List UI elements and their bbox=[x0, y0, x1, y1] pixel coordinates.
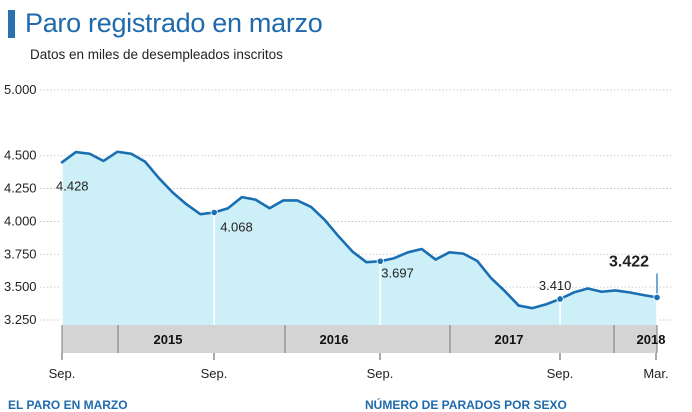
title-block: Paro registrado en marzo bbox=[8, 8, 323, 39]
data-point-marker bbox=[210, 208, 218, 217]
data-point-marker bbox=[556, 295, 564, 303]
y-tick-label: 3.750 bbox=[4, 246, 37, 261]
y-tick-label: 4.500 bbox=[4, 148, 37, 163]
x-tick-label: Sep. bbox=[49, 366, 76, 381]
year-label: 2018 bbox=[637, 332, 666, 347]
y-tick-label: 3.500 bbox=[4, 279, 37, 294]
series-area-fill bbox=[62, 151, 657, 353]
x-tick-label: Mar. bbox=[643, 366, 668, 381]
year-label: 2016 bbox=[320, 332, 349, 347]
y-tick-label: 5.000 bbox=[4, 82, 37, 97]
data-label: 4.068 bbox=[220, 219, 253, 234]
y-tick-label: 3.250 bbox=[4, 312, 37, 327]
data-label: 3.422 bbox=[609, 253, 649, 270]
x-tick-label: Sep. bbox=[367, 366, 394, 381]
data-label: 3.410 bbox=[539, 278, 572, 293]
data-label: 4.428 bbox=[56, 178, 89, 193]
footer-left-heading: EL PARO EN MARZO bbox=[8, 398, 128, 412]
data-point-marker bbox=[376, 257, 384, 265]
y-tick-label: 4.000 bbox=[4, 213, 37, 228]
x-tick-label: Sep. bbox=[547, 366, 574, 381]
chart-subtitle: Datos en miles de desempleados inscritos bbox=[30, 47, 283, 62]
year-band bbox=[62, 325, 657, 353]
year-label: 2017 bbox=[495, 332, 524, 347]
y-tick-label: 4.250 bbox=[4, 181, 37, 196]
footer-right-heading: NÚMERO DE PARADOS POR SEXO bbox=[365, 398, 567, 412]
year-label: 2015 bbox=[154, 332, 183, 347]
title-accent-bar bbox=[8, 9, 15, 38]
chart-title: Paro registrado en marzo bbox=[25, 8, 323, 38]
data-point-marker bbox=[653, 293, 661, 301]
x-tick-label: Sep. bbox=[201, 366, 228, 381]
data-label: 3.697 bbox=[381, 265, 414, 280]
